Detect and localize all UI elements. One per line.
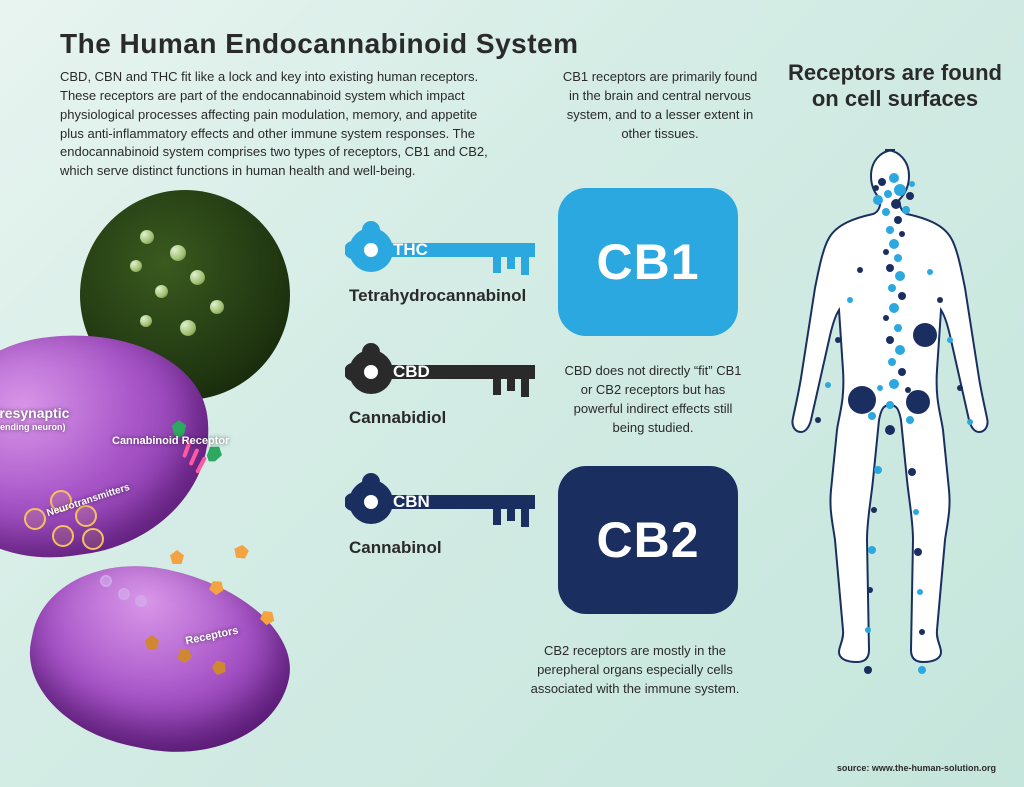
cb1-receptor-dot — [894, 184, 906, 196]
cb1-receptor-dot — [906, 416, 914, 424]
cb1-receptor-dot — [865, 627, 871, 633]
cb2-receptor-dot — [835, 337, 841, 343]
cb2-receptor-dot — [898, 292, 906, 300]
cb2-receptor-dot — [908, 468, 916, 476]
cb2-receptor-dot — [885, 425, 895, 435]
intro-paragraph: CBD, CBN and THC fit like a lock and key… — [60, 68, 490, 181]
cb2-receptor-dot — [864, 666, 872, 674]
cb1-receptor-dot — [889, 303, 899, 313]
cb1-receptor-dot — [889, 173, 899, 183]
cbn-code: CBN — [393, 492, 430, 512]
cb1-receptor-dot — [877, 385, 883, 391]
cb1-receptor-dot — [888, 358, 896, 366]
cb2-receptor-dot — [883, 249, 889, 255]
cb2-box: CB2 — [558, 466, 738, 614]
thc-code: THC — [393, 240, 428, 260]
cbd-key: CBD Cannabidiol — [345, 340, 535, 428]
cb2-receptor-dot — [883, 315, 889, 321]
cbd-description: CBD does not directly “fit” CB1 or CB2 r… — [558, 362, 748, 437]
cb1-receptor-dot — [874, 466, 882, 474]
cb1-receptor-dot — [909, 181, 915, 187]
cb2-receptor-dot — [871, 507, 877, 513]
cb1-receptor-dot — [918, 666, 926, 674]
presynaptic-sublabel: (sending neuron) — [0, 422, 66, 432]
cb2-receptor-dot — [914, 548, 922, 556]
cb1-receptor-dot — [889, 239, 899, 249]
postsynaptic-neuron — [14, 545, 306, 775]
cb2-receptor-dot — [905, 387, 911, 393]
thc-key: THC Tetrahydrocannabinol — [345, 218, 535, 306]
cb2-receptor-dot — [957, 385, 963, 391]
cb2-receptor-dot — [886, 336, 894, 344]
page-title: The Human Endocannabinoid System — [60, 28, 579, 60]
cb1-receptor-dot — [967, 419, 973, 425]
cb1-receptor-dot — [889, 379, 899, 389]
cb1-receptor-dot — [868, 546, 876, 554]
cb1-receptor-dot — [913, 509, 919, 515]
cb2-receptor-dot — [898, 368, 906, 376]
cbd-code: CBD — [393, 362, 430, 382]
cb1-receptor-dot — [917, 589, 923, 595]
cannabinoid-receptor-label: Cannabinoid Receptor — [112, 435, 229, 447]
cb2-receptor-dot — [878, 178, 886, 186]
cb1-description: CB1 receptors are primarily found in the… — [560, 68, 760, 143]
source-citation: source: www.the-human-solution.org — [837, 763, 996, 773]
cb1-receptor-dot — [873, 195, 883, 205]
cb1-receptor-dot — [895, 345, 905, 355]
cb2-receptor-dot — [886, 264, 894, 272]
cb1-receptor-dot — [947, 337, 953, 343]
cb1-receptor-dot — [895, 271, 905, 281]
cb2-receptor-dot — [857, 267, 863, 273]
cb1-receptor-dot — [894, 254, 902, 262]
cb2-description: CB2 receptors are mostly in the perepher… — [520, 642, 750, 699]
cb2-receptor-dot — [867, 587, 873, 593]
cb1-receptor-dot — [902, 206, 910, 214]
cb2-receptor-dot — [873, 185, 879, 191]
cb1-receptor-dot — [847, 297, 853, 303]
cb2-receptor-dot — [899, 231, 905, 237]
cb2-receptor-dot — [891, 199, 901, 209]
cb2-receptor-dot — [894, 216, 902, 224]
cb2-receptor-dot — [815, 417, 821, 423]
cb2-receptor-dot — [848, 386, 876, 414]
cb1-receptor-dot — [927, 269, 933, 275]
human-body-diagram — [790, 140, 1000, 730]
cb2-receptor-dot — [937, 297, 943, 303]
cbn-key: CBN Cannabinol — [345, 470, 535, 558]
cb2-receptor-dot — [913, 323, 937, 347]
cb1-receptor-dot — [886, 401, 894, 409]
synapse-illustration: Presynaptic (sending neuron) Cannabinoid… — [0, 190, 340, 750]
cb1-receptor-dot — [886, 226, 894, 234]
presynaptic-label: Presynaptic — [0, 405, 69, 421]
cb1-receptor-dot — [825, 382, 831, 388]
cb1-box: CB1 — [558, 188, 738, 336]
cb1-receptor-dot — [894, 324, 902, 332]
cb2-receptor-dot — [906, 192, 914, 200]
cbn-name: Cannabinol — [349, 538, 535, 558]
cbd-name: Cannabidiol — [349, 408, 535, 428]
receptors-heading: Receptors are found on cell surfaces — [785, 60, 1005, 113]
cb2-receptor-dot — [919, 629, 925, 635]
cb1-receptor-dot — [884, 190, 892, 198]
cb2-receptor-dot — [906, 390, 930, 414]
cb1-receptor-dot — [868, 412, 876, 420]
cb1-receptor-dot — [882, 208, 890, 216]
thc-name: Tetrahydrocannabinol — [349, 286, 535, 306]
cb1-receptor-dot — [888, 284, 896, 292]
